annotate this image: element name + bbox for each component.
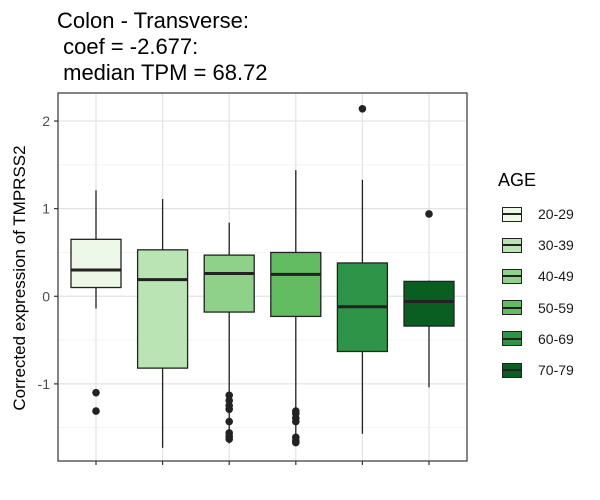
legend-item-60-69: 60-69: [502, 330, 574, 348]
outlier-point: [425, 210, 433, 218]
outlier-point: [225, 405, 233, 414]
legend-item-40-49: 40-49: [502, 267, 574, 285]
outlier-point: [292, 417, 300, 426]
plot-border: [57, 92, 468, 462]
box-20-29: [70, 238, 122, 289]
outlier-point: [92, 388, 100, 397]
legend-key-median: [503, 337, 521, 340]
outlier-point: [225, 391, 233, 400]
outlier-point: [225, 417, 233, 426]
outlier-point: [225, 396, 233, 405]
y-tick-label: -1: [38, 376, 51, 392]
outlier-point: [292, 438, 300, 447]
chart-title-line-3: median TPM = 68.72: [57, 60, 268, 85]
box-50-59: [270, 251, 322, 318]
legend-label: 20-29: [538, 206, 574, 222]
chart-title-line-1: Colon - Transverse:: [57, 8, 249, 33]
legend-label: 70-79: [538, 362, 574, 378]
outlier-point: [225, 435, 233, 443]
plot-panel: [58, 93, 467, 461]
y-tick-label: 0: [42, 288, 50, 304]
legend-key-median: [503, 306, 521, 309]
y-tick-label: 1: [42, 201, 50, 217]
legend-label: 30-39: [538, 237, 574, 254]
legend-key-swatch: [502, 362, 522, 378]
legend-label: 60-69: [538, 330, 574, 347]
box-30-39: [136, 249, 189, 369]
box-70-79: [403, 280, 455, 327]
legend-label: 50-59: [538, 299, 574, 316]
legend-key-median: [503, 244, 521, 247]
legend-key-median: [503, 275, 521, 278]
legend-key-swatch: [502, 268, 522, 284]
legend-item-70-79: 70-79: [502, 361, 574, 379]
y-tick-label: 2: [42, 113, 50, 129]
outlier-point: [92, 407, 100, 415]
legend-key-median: [503, 213, 521, 215]
legend-key-swatch: [502, 300, 522, 316]
legend-item-50-59: 50-59: [502, 299, 574, 317]
legend-key-swatch: [502, 331, 522, 347]
legend-item-20-29: 20-29: [502, 205, 574, 223]
legend-label: 40-49: [538, 268, 574, 285]
legend-key-swatch: [502, 206, 522, 222]
legend-title: AGE: [498, 170, 537, 190]
legend-key-median: [503, 369, 521, 371]
chart-title-line-2: coef = -2.677:: [57, 34, 199, 59]
legend-item-30-39: 30-39: [502, 236, 574, 254]
box-40-49: [203, 254, 255, 313]
outlier-point: [358, 104, 367, 113]
legend-key-swatch: [502, 237, 522, 253]
